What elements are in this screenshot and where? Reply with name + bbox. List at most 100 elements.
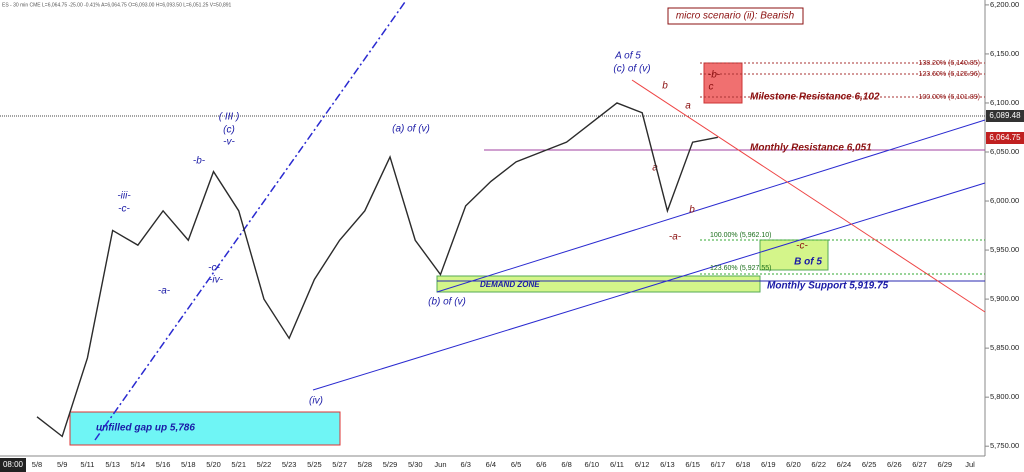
x-tick-label: 6/26 [887, 460, 902, 469]
x-tick-label: 5/21 [231, 460, 246, 469]
price-tag [986, 110, 1024, 122]
header: ES - 30 min CME L=6,064.75 -25.00 -0.41%… [2, 2, 232, 8]
wave-label: b [662, 81, 668, 92]
y-tick-label: 5,750.00 [990, 441, 1019, 450]
wave-label: -b- [193, 156, 206, 167]
x-tick-label: Jul [965, 460, 975, 469]
time-tag-label: 08:00 [3, 460, 24, 469]
fib-label: 138.20% (6,140.85) [919, 60, 981, 67]
x-tick-label: 5/16 [156, 460, 171, 469]
scenario-box [667, 7, 804, 25]
wave-label: b [689, 205, 695, 216]
time-tag [0, 458, 26, 472]
x-tick-label: 5/29 [383, 460, 398, 469]
wave-label: -c- [208, 263, 220, 274]
resistance-box [703, 62, 743, 104]
x-tick-label: 5/14 [131, 460, 146, 469]
price-tag-label: 6,089.48 [989, 111, 1021, 120]
x-tick-label: 5/8 [32, 460, 42, 469]
x-tick-label: 6/25 [862, 460, 877, 469]
y-tick-label: 5,850.00 [990, 343, 1019, 352]
wave-label: -iv- [209, 275, 224, 286]
wave-label: (c) [223, 125, 235, 136]
x-tick-label: 6/19 [761, 460, 776, 469]
level-label: Milestone Resistance 6,102 [750, 92, 880, 103]
y-tick-label: 6,000.00 [990, 196, 1019, 205]
y-tick-label: 6,200.00 [990, 0, 1019, 9]
wave-label: (iv) [309, 396, 323, 407]
x-tick-label: 5/13 [105, 460, 120, 469]
wave-label: -c- [118, 204, 130, 215]
y-tick-label: 6,150.00 [990, 49, 1019, 58]
y-tick-label: 5,900.00 [990, 294, 1019, 303]
x-tick-label: 6/17 [711, 460, 726, 469]
y-tick-label: 5,800.00 [990, 392, 1019, 401]
y-tick-label: 6,050.00 [990, 147, 1019, 156]
x-tick-label: 6/12 [635, 460, 650, 469]
trendline [631, 79, 986, 313]
x-tick-label: 5/22 [257, 460, 272, 469]
level-label: Monthly Resistance 6,051 [750, 143, 872, 154]
gap-label: unfilled gap up 5,786 [96, 423, 195, 434]
x-tick-label: 6/29 [937, 460, 952, 469]
x-tick-label: 5/27 [332, 460, 347, 469]
trendline [312, 182, 986, 391]
y-tick-label: 6,100.00 [990, 98, 1019, 107]
fib-label: 100.00% (5,962.10) [710, 232, 772, 239]
wave-label: -iii- [117, 191, 131, 202]
x-tick-label: 6/3 [460, 460, 470, 469]
fib-label: 123.60% (5,927.55) [710, 265, 772, 272]
x-tick-label: 6/20 [786, 460, 801, 469]
x-tick-label: 5/30 [408, 460, 423, 469]
wave-label: a [652, 163, 658, 174]
wave-label: -c- [796, 241, 808, 252]
x-tick-label: 6/15 [685, 460, 700, 469]
x-tick-label: 5/23 [282, 460, 297, 469]
x-tick-label: 6/11 [610, 460, 624, 469]
fib-label: 100.00% (6,101.89) [919, 94, 981, 101]
trendline [94, 1, 406, 441]
wave-label: -a- [669, 232, 682, 243]
x-tick-label: 5/11 [80, 460, 94, 469]
x-tick-label: 6/6 [536, 460, 546, 469]
price-tag [986, 132, 1024, 144]
x-tick-label: 6/13 [660, 460, 675, 469]
gap-box [69, 411, 341, 446]
x-tick-label: 5/25 [307, 460, 322, 469]
scenario: micro scenario (ii): Bearish [676, 11, 795, 22]
price-tag-label: 6,064.75 [989, 133, 1021, 142]
trendline [436, 119, 986, 293]
x-tick-label: 5/20 [206, 460, 221, 469]
x-tick-label: 6/4 [486, 460, 496, 469]
wave-label: (c) of (v) [613, 64, 650, 75]
fib-label: 123.60% (6,125.96) [919, 71, 981, 78]
wave-label: a [685, 101, 691, 112]
x-tick-label: 6/27 [912, 460, 927, 469]
wave-label: c [709, 82, 714, 93]
demand-label: DEMAND ZONE [480, 280, 540, 289]
x-tick-label: 5/18 [181, 460, 196, 469]
x-tick-label: 6/18 [736, 460, 751, 469]
demand-box [436, 275, 761, 293]
wave-label: -a- [158, 286, 171, 297]
wave-label: ( III ) [219, 112, 240, 123]
wave-label: -v- [223, 137, 235, 148]
wave-label: A of 5 [614, 51, 641, 62]
wave-label: B of 5 [794, 257, 822, 268]
x-tick-label: 6/22 [811, 460, 826, 469]
wave-label: (a) of (v) [392, 124, 430, 135]
x-tick-label: 6/8 [561, 460, 571, 469]
x-tick-label: 5/9 [57, 460, 67, 469]
x-tick-label: Jun [434, 460, 446, 469]
x-tick-label: 6/10 [584, 460, 599, 469]
x-tick-label: 6/5 [511, 460, 521, 469]
x-tick-label: 6/24 [837, 460, 852, 469]
level-label: Monthly Support 5,919.75 [767, 281, 889, 292]
x-tick-label: 5/28 [358, 460, 373, 469]
y-tick-label: 5,950.00 [990, 245, 1019, 254]
wave-label: (b) of (v) [428, 297, 466, 308]
price-line [36, 102, 718, 438]
wave-label: -b- [708, 70, 721, 81]
